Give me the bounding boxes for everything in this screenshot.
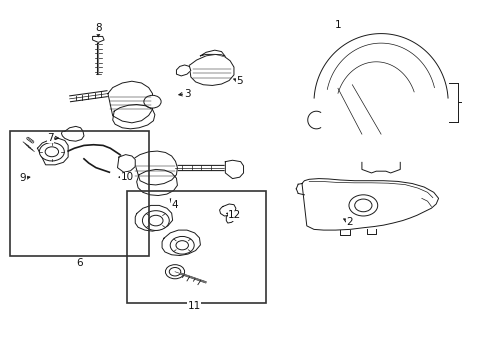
- Text: 3: 3: [183, 89, 190, 99]
- Circle shape: [40, 143, 64, 161]
- Text: 10: 10: [120, 172, 133, 182]
- Text: 1: 1: [334, 20, 341, 30]
- Text: 11: 11: [187, 301, 201, 311]
- Circle shape: [148, 215, 163, 226]
- Circle shape: [45, 147, 59, 157]
- Text: 8: 8: [95, 23, 102, 33]
- Text: 7: 7: [47, 133, 54, 143]
- Bar: [127, 190, 265, 303]
- Text: 4: 4: [171, 200, 178, 210]
- Text: 5: 5: [236, 76, 243, 86]
- Polygon shape: [137, 170, 177, 195]
- Polygon shape: [225, 160, 243, 179]
- Circle shape: [354, 199, 371, 212]
- Circle shape: [169, 267, 181, 276]
- Text: 2: 2: [346, 217, 352, 227]
- Text: 9: 9: [20, 173, 26, 183]
- Polygon shape: [112, 104, 155, 129]
- Polygon shape: [133, 151, 177, 185]
- Circle shape: [348, 195, 377, 216]
- Polygon shape: [108, 81, 152, 123]
- Circle shape: [165, 265, 184, 279]
- Polygon shape: [189, 54, 233, 85]
- Polygon shape: [92, 36, 104, 42]
- Polygon shape: [200, 50, 225, 57]
- Polygon shape: [135, 206, 172, 231]
- Text: 12: 12: [228, 210, 241, 220]
- Polygon shape: [162, 230, 200, 256]
- Polygon shape: [226, 215, 234, 223]
- Polygon shape: [38, 138, 68, 165]
- Text: 6: 6: [76, 258, 82, 268]
- Circle shape: [170, 237, 194, 254]
- Bar: [10, 131, 148, 256]
- Circle shape: [176, 241, 188, 250]
- Polygon shape: [219, 204, 235, 216]
- Circle shape: [143, 95, 161, 108]
- Circle shape: [142, 211, 169, 230]
- Polygon shape: [309, 33, 452, 113]
- Polygon shape: [61, 126, 84, 141]
- Polygon shape: [302, 179, 438, 230]
- Polygon shape: [117, 154, 135, 172]
- Polygon shape: [176, 65, 190, 76]
